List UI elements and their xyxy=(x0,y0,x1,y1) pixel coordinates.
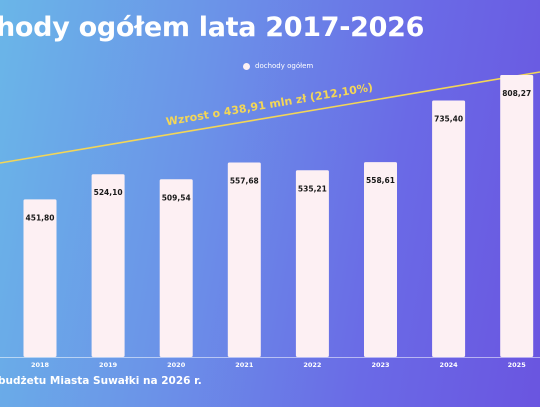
x-tick-label-2020: 2020 xyxy=(167,361,186,369)
bar-2020 xyxy=(159,179,193,357)
labels-layer: 451,80 2018 524,10 2019 509,54 2020 557,68 2021… xyxy=(26,89,532,369)
data-label-2023: 558,61 xyxy=(366,176,395,185)
legend-marker xyxy=(243,62,250,70)
bar-2024 xyxy=(432,100,466,357)
x-tick-label-2023: 2023 xyxy=(371,361,389,369)
x-tick-label-2024: 2024 xyxy=(440,361,459,369)
bar-2021 xyxy=(227,162,261,357)
data-label-2021: 557,68 xyxy=(230,177,259,186)
x-tick-label-2019: 2019 xyxy=(99,361,118,369)
x-tick-label-2021: 2021 xyxy=(235,361,254,369)
chart-title: hody ogółem lata 2017-2026 xyxy=(0,12,425,43)
bar-2018 xyxy=(23,199,57,357)
data-label-2020: 509,54 xyxy=(162,193,191,202)
bar-2023 xyxy=(364,162,397,357)
footer-source: budżetu Miasta Suwałki na 2026 r. xyxy=(0,375,202,387)
data-label-2018: 451,80 xyxy=(26,213,55,222)
legend-label: dochody ogółem xyxy=(255,62,314,70)
data-label-2024: 735,40 xyxy=(434,115,463,124)
data-label-2025: 808,27 xyxy=(502,89,531,98)
trend-line xyxy=(0,71,540,164)
x-tick-label-2025: 2025 xyxy=(508,361,527,369)
bar-2022 xyxy=(295,170,329,357)
data-label-2019: 524,10 xyxy=(94,188,123,197)
bar-2025 xyxy=(500,75,534,357)
data-label-2022: 535,21 xyxy=(298,184,327,193)
x-tick-label-2018: 2018 xyxy=(31,361,50,369)
bars-layer xyxy=(23,75,534,357)
bar-2019 xyxy=(91,174,125,357)
x-tick-label-2022: 2022 xyxy=(303,361,321,369)
legend: dochody ogółem xyxy=(243,62,313,70)
